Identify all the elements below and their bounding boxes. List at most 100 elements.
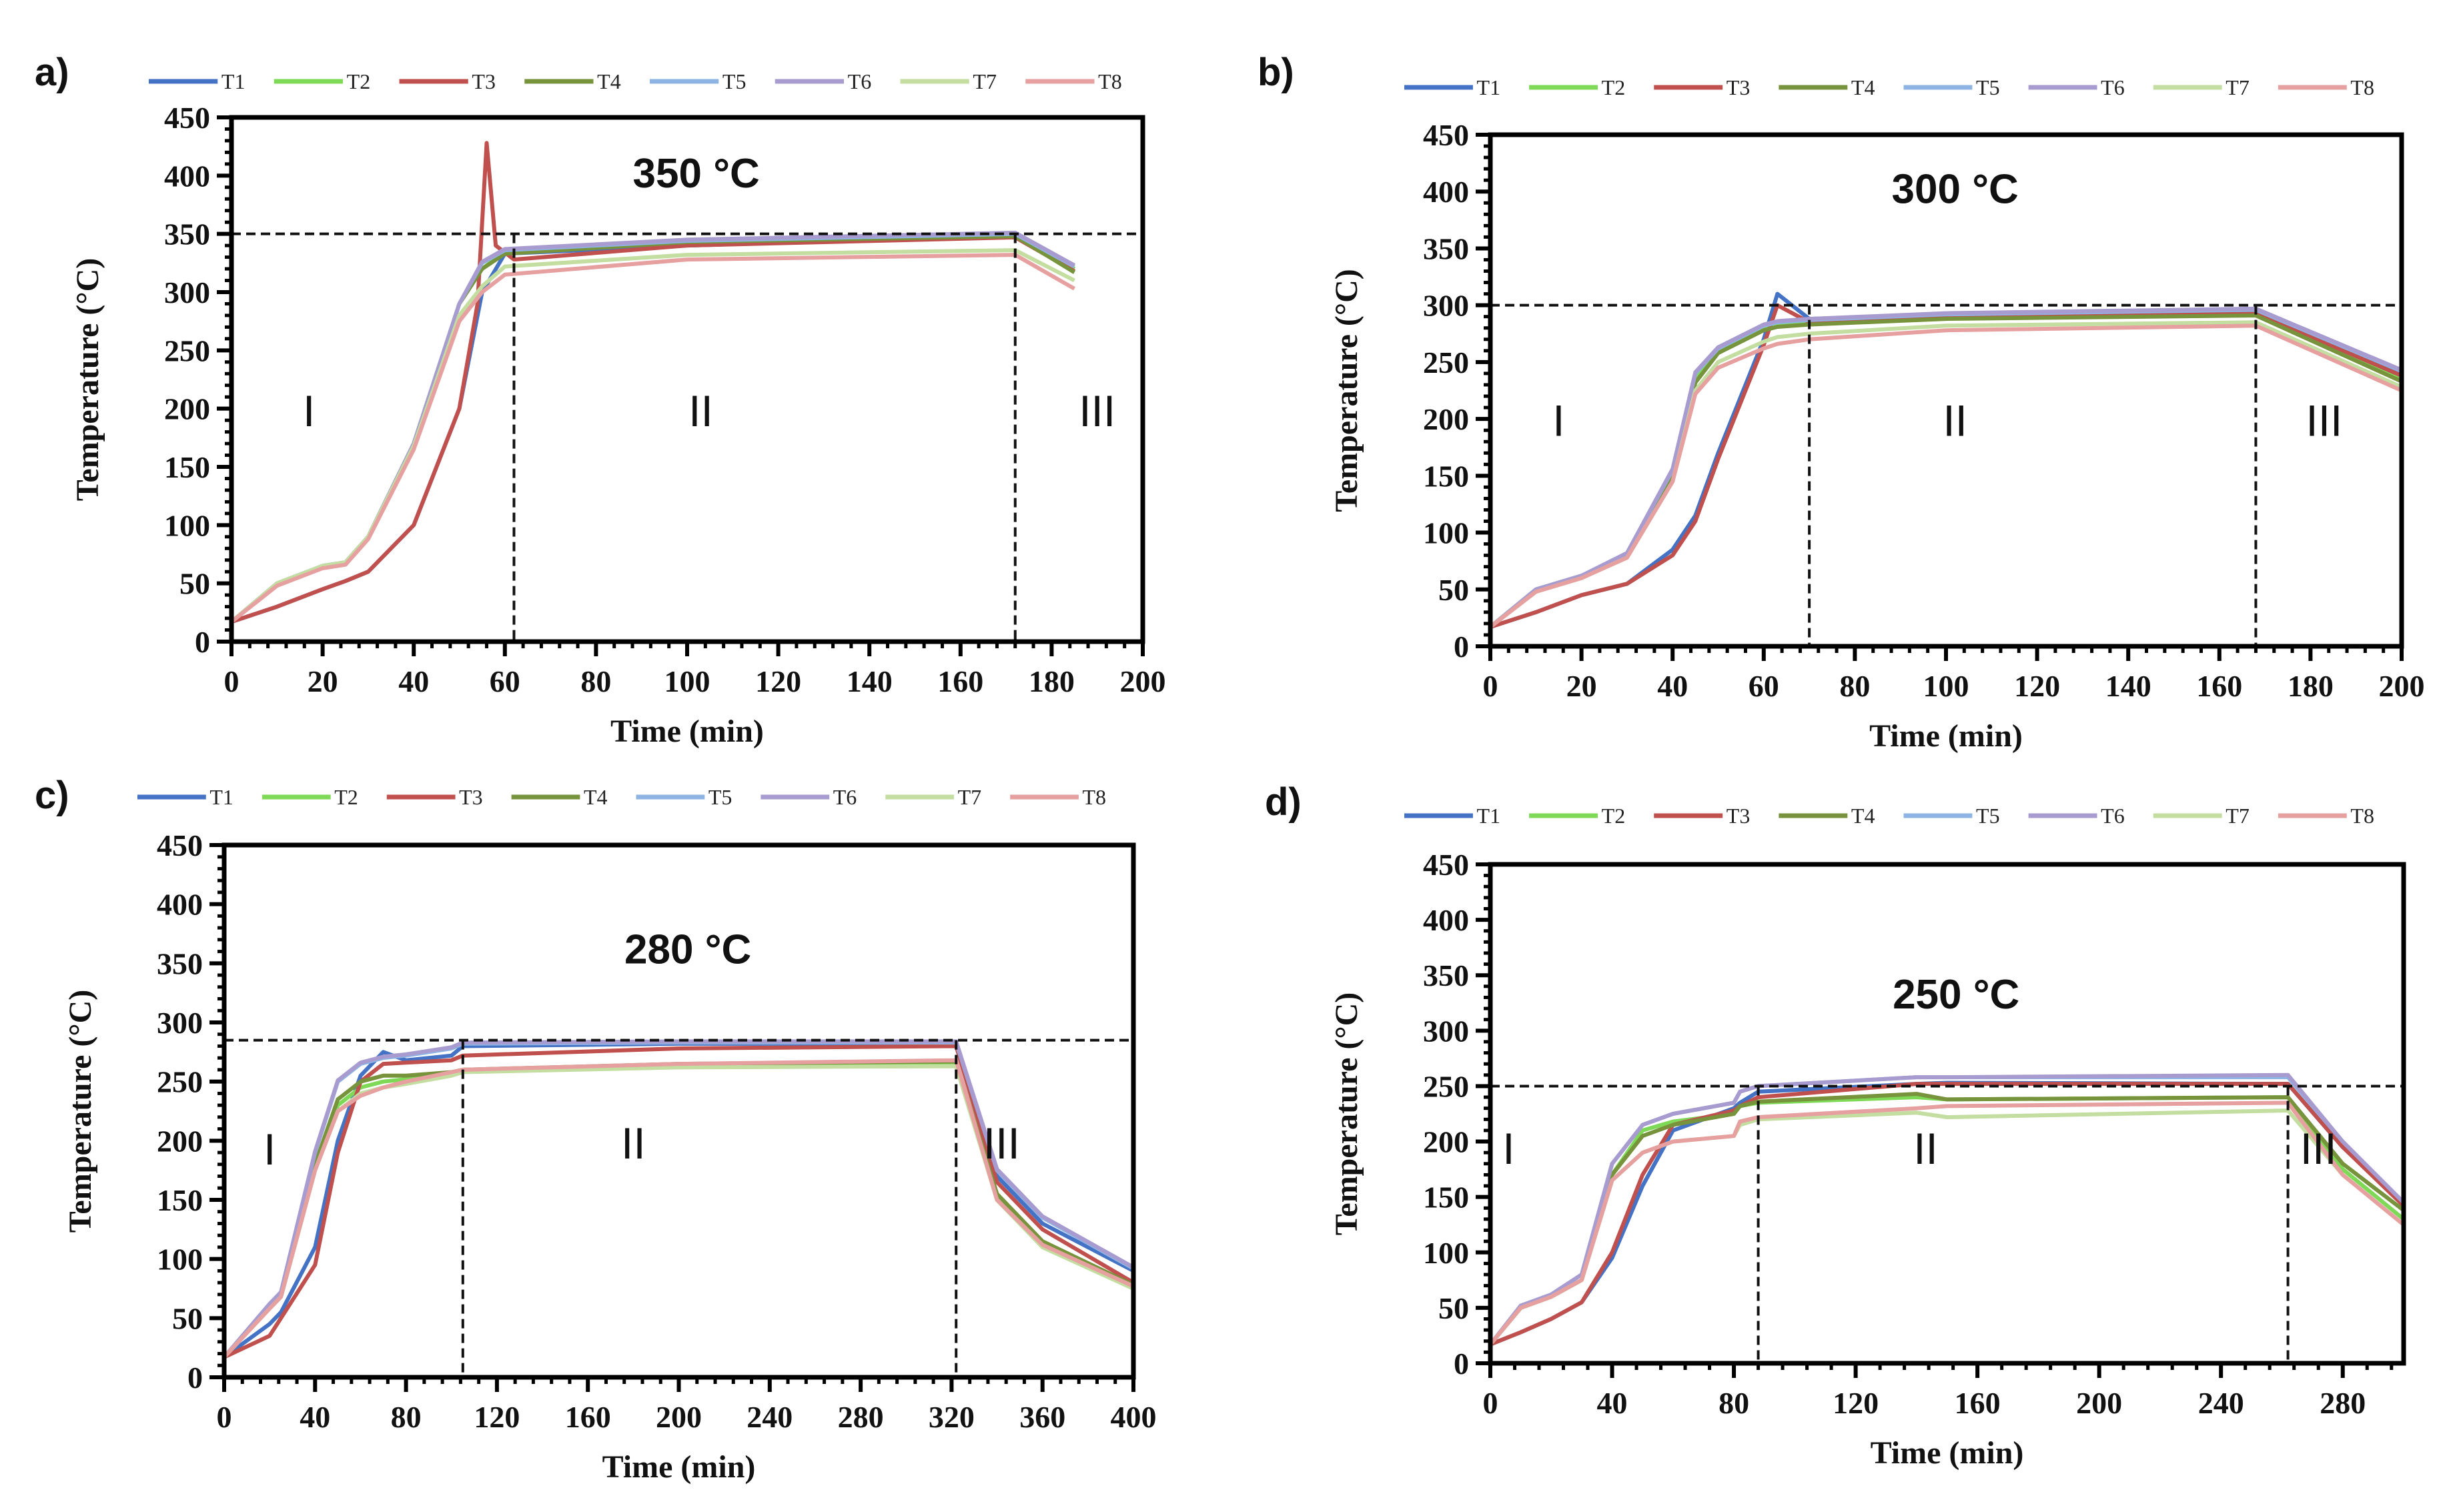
series-line-t8 <box>1488 1100 2405 1346</box>
series-line-t3 <box>231 141 1075 624</box>
stage-region-label: II <box>1943 396 1967 446</box>
plot-frame <box>221 842 1136 1380</box>
y-tick-label: 300 <box>1423 1014 1469 1048</box>
series-line-t2 <box>1489 311 2403 629</box>
series-line-t7 <box>230 248 1075 624</box>
legend-label-t3: T3 <box>472 69 496 93</box>
series-line-t2 <box>230 231 1076 624</box>
plot-frame <box>1488 862 2406 1366</box>
y-tick-label: 0 <box>195 625 210 659</box>
x-tick-label: 160 <box>565 1400 611 1434</box>
legend-label-t8: T8 <box>1083 785 1107 809</box>
x-tick-label: 240 <box>2198 1386 2244 1420</box>
y-tick-label: 300 <box>164 275 210 309</box>
x-tick-label: 200 <box>2076 1386 2122 1420</box>
series-line-t3 <box>1489 1082 2406 1347</box>
x-tick-label: 240 <box>747 1400 793 1434</box>
legend-label-t7: T7 <box>2226 75 2250 99</box>
x-tick-label: 120 <box>755 664 801 698</box>
legend-label-t5: T5 <box>1976 804 2000 828</box>
stage-region-label: III <box>2300 1124 2337 1173</box>
y-tick-label: 100 <box>157 1243 203 1277</box>
x-tick-label: 160 <box>2196 669 2242 703</box>
legend-label-t4: T4 <box>597 69 621 93</box>
stage-region-label: III <box>2306 396 2342 446</box>
chart-panel-c: c) T1 T2 T3 T4 T5 T6 T7 T8 0 40 80 120 160 200 240 280 32… <box>35 774 1157 1485</box>
series-line-t4 <box>1489 313 2403 629</box>
x-tick-label: 0 <box>1483 669 1498 703</box>
y-tick-label: 350 <box>1423 231 1469 265</box>
x-tick-label: 120 <box>1833 1386 1879 1420</box>
x-tick-label: 80 <box>1719 1386 1749 1420</box>
y-tick-label: 200 <box>1423 1125 1469 1159</box>
x-tick-label: 200 <box>2379 669 2425 703</box>
legend-label-t1: T1 <box>221 69 246 93</box>
legend-label-t2: T2 <box>1602 804 1626 828</box>
x-tick-label: 60 <box>490 664 520 698</box>
x-tick-label: 180 <box>1029 664 1075 698</box>
x-tick-label: 60 <box>1749 669 1779 703</box>
x-tick-label: 120 <box>2014 669 2060 703</box>
x-tick-label: 80 <box>1839 669 1870 703</box>
legend-label-t5: T5 <box>722 69 747 93</box>
series-line-t8 <box>230 253 1075 624</box>
y-tick-label: 450 <box>1423 118 1469 152</box>
legend-label-t3: T3 <box>1727 75 1751 99</box>
series-line-t3 <box>1490 303 2403 629</box>
legend-label-t2: T2 <box>334 785 358 809</box>
stage-region-label: I <box>1502 1124 1514 1173</box>
y-tick-label: 250 <box>157 1065 203 1099</box>
legend: T1 T2 T3 T4 T5 T6 T7 T8 <box>149 69 1122 93</box>
chart-title: 350 °C <box>633 151 760 197</box>
chart-panel-d: d) T1 T2 T3 T4 T5 T6 T7 T8 0 40 80 120 160 200 240 280 0 5… <box>1265 780 2406 1471</box>
legend-label-t6: T6 <box>848 69 872 93</box>
y-tick-label: 250 <box>1423 1069 1469 1103</box>
x-tick-label: 140 <box>847 664 893 698</box>
legend-label-t2: T2 <box>347 69 371 93</box>
legend-label-t8: T8 <box>1098 69 1122 93</box>
stage-region-label: I <box>1552 396 1564 446</box>
legend-label-t2: T2 <box>1602 75 1626 99</box>
x-axis-label: Time (min) <box>1869 718 2023 754</box>
x-tick-label: 360 <box>1019 1400 1065 1434</box>
legend-label-t5: T5 <box>1976 75 2000 99</box>
legend: T1 T2 T3 T4 T5 T6 T7 T8 <box>1404 75 2374 99</box>
x-tick-label: 100 <box>1923 669 1969 703</box>
legend-label-t1: T1 <box>209 785 233 809</box>
chart-title: 300 °C <box>1892 166 2019 212</box>
y-tick-label: 350 <box>157 946 203 980</box>
y-tick-label: 300 <box>157 1006 203 1040</box>
legend: T1 T2 T3 T4 T5 T6 T7 T8 <box>1404 804 2374 828</box>
x-tick-label: 160 <box>1955 1386 2001 1420</box>
y-tick-label: 50 <box>172 1301 203 1335</box>
x-tick-label: 140 <box>2105 669 2151 703</box>
stage-region-label: I <box>264 1124 276 1174</box>
x-tick-label: 20 <box>1566 669 1597 703</box>
legend-label-t7: T7 <box>2226 804 2250 828</box>
legend-label-t5: T5 <box>708 785 732 809</box>
y-tick-label: 400 <box>164 159 210 193</box>
series-line-t1 <box>231 234 1075 624</box>
legend-label-t4: T4 <box>584 785 608 809</box>
y-tick-label: 250 <box>164 333 210 367</box>
legend: T1 T2 T3 T4 T5 T6 T7 T8 <box>137 785 1106 809</box>
y-axis-label: Temperature (°C) <box>1329 269 1364 512</box>
legend-label-t7: T7 <box>973 69 997 93</box>
series-line-t3 <box>223 1044 1135 1359</box>
y-tick-label: 0 <box>1454 630 1469 664</box>
chart-title: 280 °C <box>624 926 751 972</box>
stage-region-label: II <box>688 386 713 436</box>
y-tick-label: 50 <box>1438 573 1469 607</box>
y-tick-label: 250 <box>1423 345 1469 380</box>
x-axis-label: Time (min) <box>610 714 764 749</box>
y-tick-label: 100 <box>1423 516 1469 550</box>
y-tick-label: 300 <box>1423 289 1469 323</box>
y-tick-label: 200 <box>164 392 210 426</box>
x-tick-label: 280 <box>838 1400 884 1434</box>
y-tick-label: 350 <box>164 217 210 251</box>
y-tick-label: 450 <box>164 101 210 135</box>
x-tick-label: 40 <box>398 664 429 698</box>
series-line-t5 <box>230 231 1075 624</box>
legend-label-t4: T4 <box>1851 75 1875 99</box>
y-axis-label: Temperature (°C) <box>1329 992 1364 1235</box>
